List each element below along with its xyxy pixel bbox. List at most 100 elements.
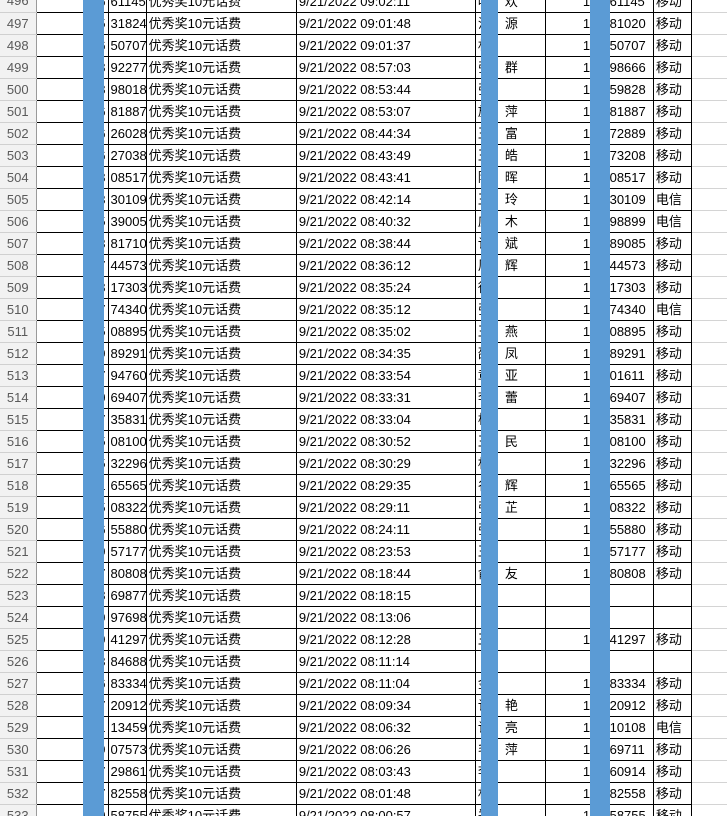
- phone-suffix-cell[interactable]: 41297: [107, 628, 147, 651]
- row-number-header[interactable]: 504: [0, 166, 37, 189]
- row-number-header[interactable]: 514: [0, 386, 37, 409]
- carrier-cell[interactable]: [652, 650, 693, 673]
- row-number-header[interactable]: 517: [0, 452, 37, 475]
- carrier-cell[interactable]: 移动: [652, 34, 693, 57]
- phone-suffix-cell[interactable]: 30109: [107, 188, 147, 211]
- phone-suffix-cell[interactable]: 74340: [107, 298, 147, 321]
- timestamp-cell[interactable]: 9/21/2022 08:24:11: [295, 518, 476, 541]
- carrier-cell[interactable]: [652, 606, 693, 629]
- carrier-cell[interactable]: 移动: [652, 122, 693, 145]
- carrier-cell[interactable]: 移动: [652, 782, 693, 805]
- prize-cell[interactable]: 优秀奖10元话费: [145, 100, 297, 123]
- phone-suffix-2-cell[interactable]: 35831: [606, 408, 654, 431]
- phone-suffix-2-cell[interactable]: 08895: [606, 320, 654, 343]
- prize-cell[interactable]: 优秀奖10元话费: [145, 694, 297, 717]
- timestamp-cell[interactable]: 9/21/2022 08:35:12: [295, 298, 476, 321]
- phone-suffix-cell[interactable]: 31824: [107, 12, 147, 35]
- phone-suffix-2-cell[interactable]: 98666: [606, 56, 654, 79]
- prize-cell[interactable]: 优秀奖10元话费: [145, 12, 297, 35]
- carrier-cell[interactable]: 移动: [652, 144, 693, 167]
- phone-suffix-cell[interactable]: 80808: [107, 562, 147, 585]
- row-number-header[interactable]: 533: [0, 804, 37, 816]
- row-number-header[interactable]: 497: [0, 12, 37, 35]
- timestamp-cell[interactable]: 9/21/2022 08:33:04: [295, 408, 476, 431]
- timestamp-cell[interactable]: 9/21/2022 08:35:24: [295, 276, 476, 299]
- prize-cell[interactable]: 优秀奖10元话费: [145, 782, 297, 805]
- carrier-cell[interactable]: 电信: [652, 210, 693, 233]
- timestamp-cell[interactable]: 9/21/2022 08:43:49: [295, 144, 476, 167]
- table-row[interactable]: 52013655880优秀奖10元话费9/21/2022 08:24:11张13…: [0, 518, 693, 541]
- prize-cell[interactable]: 优秀奖10元话费: [145, 628, 297, 651]
- timestamp-cell[interactable]: 9/21/2022 08:53:07: [295, 100, 476, 123]
- prize-cell[interactable]: 优秀奖10元话费: [145, 408, 297, 431]
- row-number-header[interactable]: 499: [0, 56, 37, 79]
- carrier-cell[interactable]: 移动: [652, 540, 693, 563]
- phone-suffix-2-cell[interactable]: 57177: [606, 540, 654, 563]
- carrier-cell[interactable]: 移动: [652, 56, 693, 79]
- phone-suffix-cell[interactable]: 29861: [107, 760, 147, 783]
- row-number-header[interactable]: 525: [0, 628, 37, 651]
- prize-cell[interactable]: 优秀奖10元话费: [145, 606, 297, 629]
- timestamp-cell[interactable]: 9/21/2022 08:44:34: [295, 122, 476, 145]
- phone-suffix-2-cell[interactable]: 74340: [606, 298, 654, 321]
- phone-suffix-cell[interactable]: 08517: [107, 166, 147, 189]
- carrier-cell[interactable]: 移动: [652, 364, 693, 387]
- timestamp-cell[interactable]: 9/21/2022 08:30:52: [295, 430, 476, 453]
- prize-cell[interactable]: 优秀奖10元话费: [145, 760, 297, 783]
- phone-suffix-2-cell[interactable]: 30109: [606, 188, 654, 211]
- phone-suffix-2-cell[interactable]: 82558: [606, 782, 654, 805]
- row-number-header[interactable]: 520: [0, 518, 37, 541]
- prize-cell[interactable]: 优秀奖10元话费: [145, 276, 297, 299]
- phone-suffix-2-cell[interactable]: [606, 584, 654, 607]
- phone-suffix-2-cell[interactable]: 83334: [606, 672, 654, 695]
- phone-suffix-cell[interactable]: 97698: [107, 606, 147, 629]
- phone-suffix-2-cell[interactable]: 72889: [606, 122, 654, 145]
- row-number-header[interactable]: 515: [0, 408, 37, 431]
- row-number-header[interactable]: 530: [0, 738, 37, 761]
- table-row[interactable]: 51017774340优秀奖10元话费9/21/2022 08:35:12张17…: [0, 298, 693, 321]
- carrier-cell[interactable]: [652, 584, 693, 607]
- carrier-cell[interactable]: 电信: [652, 298, 693, 321]
- carrier-cell[interactable]: 移动: [652, 430, 693, 453]
- phone-suffix-2-cell[interactable]: [606, 650, 654, 673]
- phone-suffix-cell[interactable]: 69877: [107, 584, 147, 607]
- timestamp-cell[interactable]: 9/21/2022 08:40:32: [295, 210, 476, 233]
- prize-cell[interactable]: 优秀奖10元话费: [145, 34, 297, 57]
- phone-suffix-2-cell[interactable]: 65565: [606, 474, 654, 497]
- table-row[interactable]: 52115957177优秀奖10元话费9/21/2022 08:23:53王15…: [0, 540, 693, 563]
- prize-cell[interactable]: 优秀奖10元话费: [145, 716, 297, 739]
- phone-suffix-cell[interactable]: 98018: [107, 78, 147, 101]
- timestamp-cell[interactable]: 9/21/2022 08:06:32: [295, 716, 476, 739]
- timestamp-cell[interactable]: 9/21/2022 08:57:03: [295, 56, 476, 79]
- timestamp-cell[interactable]: 9/21/2022 08:36:12: [295, 254, 476, 277]
- phone-suffix-cell[interactable]: 81710: [107, 232, 147, 255]
- phone-suffix-cell[interactable]: 69407: [107, 386, 147, 409]
- carrier-cell[interactable]: 移动: [652, 518, 693, 541]
- prize-cell[interactable]: 优秀奖10元话费: [145, 584, 297, 607]
- phone-suffix-cell[interactable]: 07573: [107, 738, 147, 761]
- phone-suffix-2-cell[interactable]: 59828: [606, 78, 654, 101]
- carrier-cell[interactable]: 移动: [652, 452, 693, 475]
- phone-suffix-2-cell[interactable]: 20912: [606, 694, 654, 717]
- phone-suffix-cell[interactable]: 13459: [107, 716, 147, 739]
- carrier-cell[interactable]: 移动: [652, 320, 693, 343]
- row-number-header[interactable]: 518: [0, 474, 37, 497]
- phone-suffix-cell[interactable]: 32296: [107, 452, 147, 475]
- carrier-cell[interactable]: 移动: [652, 254, 693, 277]
- prize-cell[interactable]: 优秀奖10元话费: [145, 320, 297, 343]
- row-number-header[interactable]: 523: [0, 584, 37, 607]
- prize-cell[interactable]: 优秀奖10元话费: [145, 232, 297, 255]
- table-row[interactable]: 51113508895优秀奖10元话费9/21/2022 08:35:02王燕1…: [0, 320, 693, 343]
- phone-suffix-2-cell[interactable]: 89085: [606, 232, 654, 255]
- phone-suffix-cell[interactable]: 08100: [107, 430, 147, 453]
- carrier-cell[interactable]: 电信: [652, 188, 693, 211]
- phone-suffix-cell[interactable]: 65565: [107, 474, 147, 497]
- carrier-cell[interactable]: 移动: [652, 166, 693, 189]
- phone-suffix-cell[interactable]: 44573: [107, 254, 147, 277]
- phone-suffix-2-cell[interactable]: 73208: [606, 144, 654, 167]
- phone-suffix-cell[interactable]: 92277: [107, 56, 147, 79]
- timestamp-cell[interactable]: 9/21/2022 08:18:44: [295, 562, 476, 585]
- phone-suffix-2-cell[interactable]: 69407: [606, 386, 654, 409]
- phone-suffix-cell[interactable]: 27038: [107, 144, 147, 167]
- phone-suffix-2-cell[interactable]: 08322: [606, 496, 654, 519]
